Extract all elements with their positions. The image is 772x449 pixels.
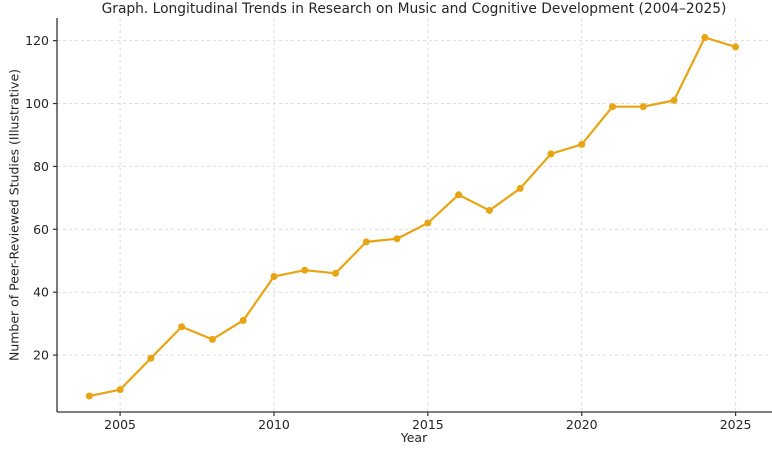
data-point-marker [178, 323, 186, 331]
data-point-marker [116, 386, 124, 394]
y-tick-label: 80 [33, 159, 49, 174]
data-point-marker [362, 238, 370, 246]
data-point-marker [670, 96, 678, 104]
data-point-marker [732, 43, 740, 51]
data-point-marker [609, 103, 617, 111]
data-point-marker [270, 272, 278, 280]
data-point-marker [239, 316, 247, 324]
y-tick-label: 100 [25, 96, 49, 111]
data-point-marker [455, 191, 463, 199]
x-tick-label: 2025 [720, 417, 752, 432]
y-tick-label: 120 [25, 33, 49, 48]
ticks: 2005 2010 2015 2020 2025 20 40 60 80 100 120 [25, 33, 751, 432]
y-axis-label: Number of Peer-Reviewed Studies (Illustr… [6, 68, 22, 362]
data-point-marker [516, 184, 524, 192]
data-line [88, 36, 737, 398]
data-point-marker [547, 150, 555, 158]
data-point-marker [578, 140, 586, 148]
axes [56, 18, 772, 413]
x-tick-label: 2015 [412, 417, 444, 432]
x-tick-label: 2005 [104, 417, 136, 432]
data-point-marker [485, 206, 493, 214]
data-point-marker [85, 392, 93, 400]
data-markers [85, 33, 740, 400]
x-axis-label: Year [400, 430, 428, 445]
x-tick-label: 2010 [258, 417, 290, 432]
chart-title: Graph. Longitudinal Trends in Research o… [101, 1, 727, 17]
y-tick-label: 40 [33, 285, 49, 300]
gridlines [57, 18, 771, 412]
data-point-marker [639, 103, 647, 111]
data-point-marker [208, 335, 216, 343]
data-point-marker [301, 266, 309, 274]
x-tick-label: 2020 [566, 417, 598, 432]
data-point-marker [701, 33, 709, 41]
data-point-marker [147, 354, 155, 362]
data-point-marker [393, 235, 401, 243]
y-tick-label: 60 [33, 222, 49, 237]
y-tick-label: 20 [33, 348, 49, 363]
data-point-marker [332, 269, 340, 277]
data-point-marker [424, 219, 432, 227]
